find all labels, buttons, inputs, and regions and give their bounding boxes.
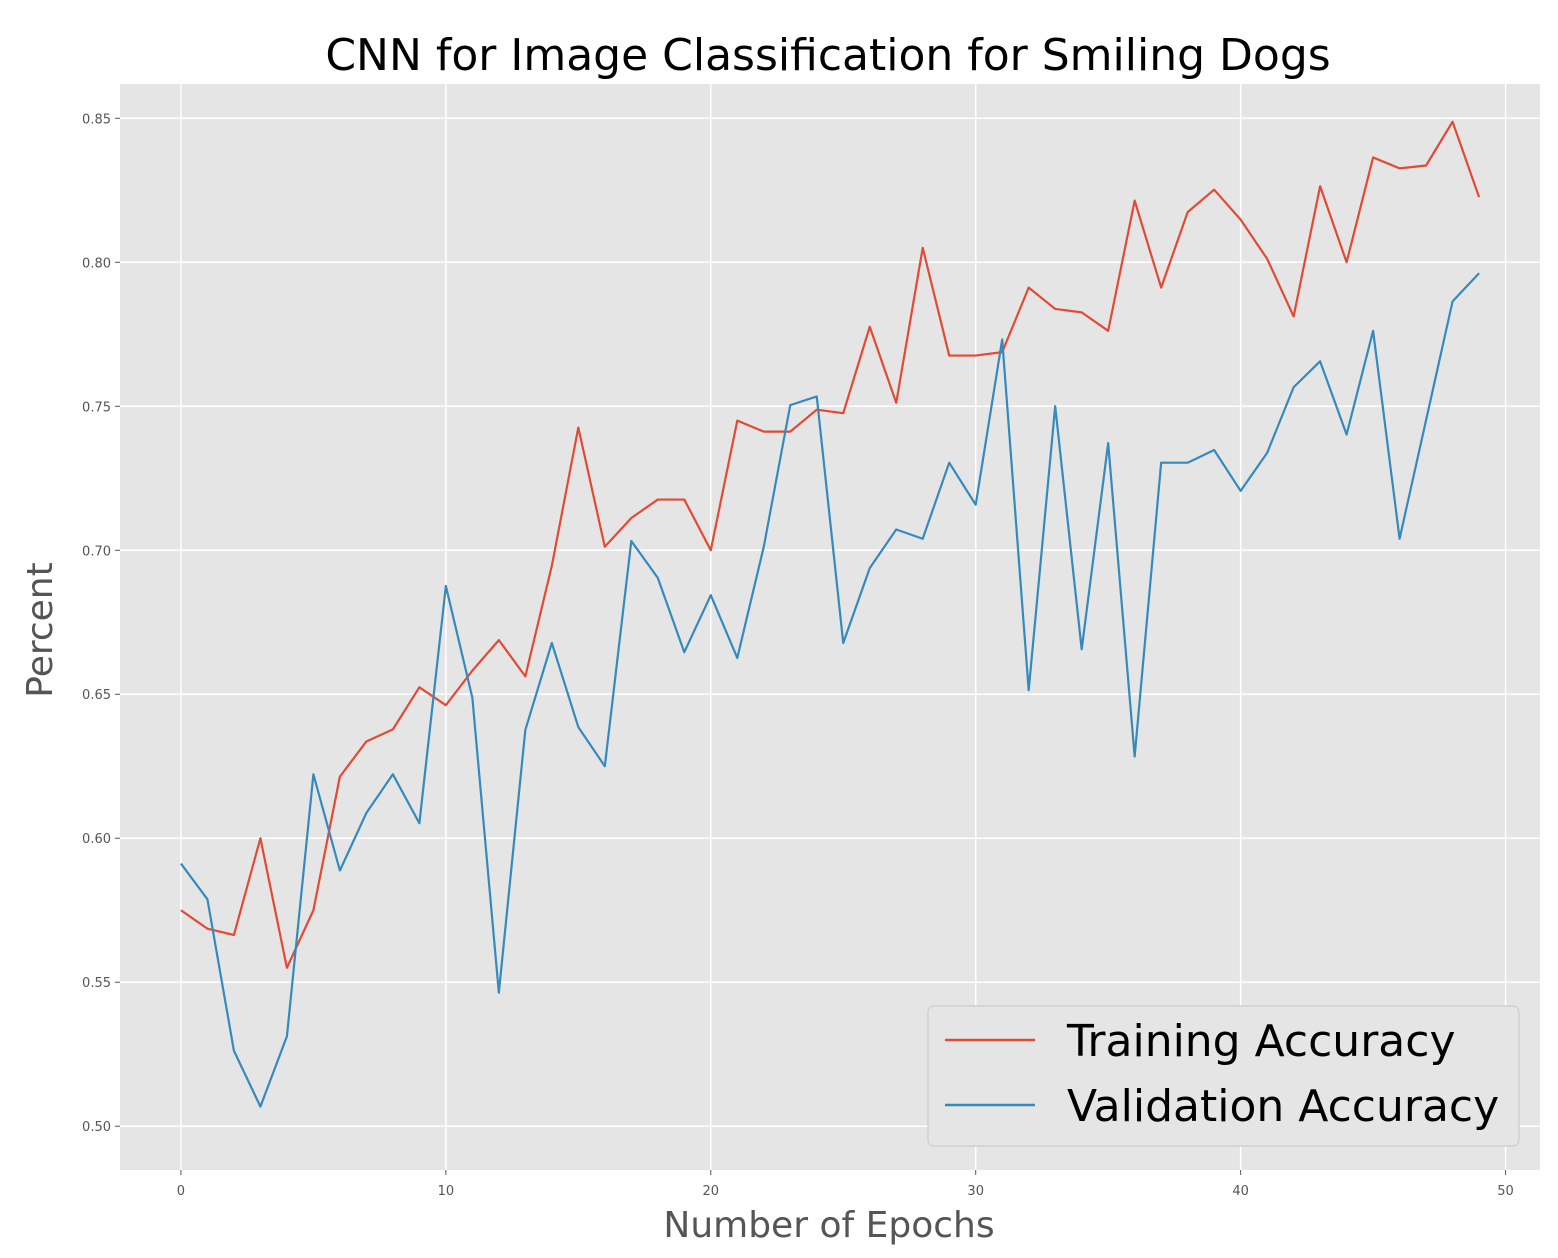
x-tick-label: 50 (1497, 1184, 1514, 1199)
tick-labels: 0 10 20 30 40 50 0.50 0.55 0.60 0.65 0.70 0.75 0.80 0… (82, 112, 1514, 1199)
x-tick-label: 10 (438, 1184, 455, 1199)
chart-title: CNN for Image Classification for Smiling… (325, 30, 1330, 81)
y-tick-label: 0.85 (82, 112, 111, 127)
legend: Training Accuracy Validation Accuracy (927, 1005, 1520, 1147)
series-line-training (180, 120, 1481, 969)
x-tick-label: 30 (967, 1184, 984, 1199)
y-axis-label: Percent (20, 562, 61, 697)
y-tick-label: 0.75 (82, 400, 111, 415)
grid (120, 84, 1540, 1170)
series-line-validation (180, 272, 1480, 1108)
legend-label-training: Training Accuracy (1066, 1016, 1455, 1067)
legend-box (927, 1005, 1520, 1147)
x-tick-label: 20 (703, 1184, 720, 1199)
y-tick-label: 0.50 (82, 1120, 111, 1135)
series-lines (180, 120, 1481, 1108)
y-tick-label: 0.70 (82, 544, 111, 559)
legend-label-validation: Validation Accuracy (1067, 1081, 1499, 1132)
x-tick-label: 40 (1232, 1184, 1249, 1199)
y-tick-label: 0.65 (82, 688, 111, 703)
x-axis-label: Number of Epochs (663, 1205, 994, 1246)
y-tick-label: 0.55 (82, 976, 111, 991)
x-tick-label: 0 (177, 1184, 185, 1199)
y-tick-label: 0.60 (82, 832, 111, 847)
y-tick-label: 0.80 (82, 256, 111, 271)
